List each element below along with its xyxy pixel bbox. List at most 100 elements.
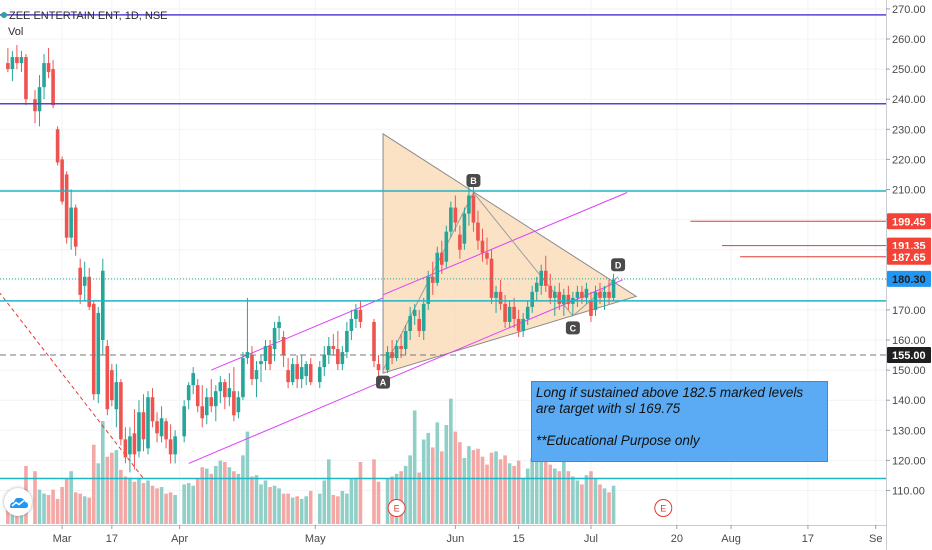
volume-bar — [430, 447, 435, 524]
volume-label: Vol — [8, 26, 23, 38]
candle — [611, 273, 616, 301]
event-label: E — [394, 504, 400, 514]
candle-body — [521, 318, 525, 331]
x-tick-label: 20 — [671, 533, 683, 545]
volume-bar — [449, 398, 453, 524]
candle-body — [204, 397, 209, 416]
price-label: 187.65 — [887, 248, 931, 265]
candle-body — [123, 439, 128, 458]
volume-bar — [241, 455, 245, 524]
event-circle — [387, 499, 406, 517]
volume-bar — [494, 451, 498, 524]
volume-bar — [123, 476, 128, 524]
volume-bar — [268, 487, 272, 524]
candle — [458, 225, 462, 259]
x-tick-label: Se — [869, 533, 882, 545]
candle-body — [421, 303, 426, 331]
volume-bar — [512, 465, 516, 524]
candle-body — [155, 421, 159, 434]
candle — [24, 54, 28, 106]
volume-bar — [299, 498, 304, 524]
price-label: 180.30 — [887, 270, 931, 287]
candle-body — [105, 346, 110, 410]
candle — [525, 300, 530, 325]
candle — [521, 312, 525, 337]
candle — [227, 373, 232, 407]
candle — [245, 297, 250, 365]
candle-body — [525, 306, 530, 319]
candle — [250, 346, 254, 386]
candle — [119, 379, 123, 446]
volume-bar — [557, 471, 562, 524]
candle-body — [372, 321, 376, 362]
candle-body — [462, 213, 467, 244]
candle-body — [42, 63, 46, 88]
candle — [480, 228, 485, 262]
volume-bar — [358, 461, 363, 524]
candle — [394, 340, 399, 362]
candle — [69, 189, 73, 250]
candles-layer — [6, 45, 616, 473]
volume-bar — [580, 484, 584, 524]
volume-bar — [146, 480, 150, 524]
candle — [417, 309, 421, 337]
candle-body — [209, 397, 214, 407]
volume-bar — [51, 489, 55, 524]
volume-bar — [159, 487, 164, 524]
volume-bar — [46, 494, 51, 524]
candle-body — [485, 252, 489, 259]
candle-body — [430, 276, 435, 283]
volume-bar — [73, 492, 78, 524]
volume-bar — [218, 460, 223, 524]
volume-bar — [607, 492, 611, 524]
volume-bar — [516, 460, 521, 524]
candle-body — [218, 382, 223, 392]
volume-bar — [476, 448, 480, 524]
candle-body — [480, 240, 485, 253]
candle-body — [399, 346, 403, 350]
channel-line — [382, 192, 628, 296]
event-marker: E — [387, 499, 406, 517]
candle — [78, 258, 82, 304]
price-label-text: 155.00 — [892, 350, 926, 362]
trade-note-box[interactable]: Long if sustained above 182.5 marked lev… — [531, 381, 828, 462]
wave-badge: C — [565, 321, 580, 335]
volume-bar — [195, 479, 200, 524]
wave-badge-bg — [611, 258, 626, 272]
wave-badge: A — [376, 375, 391, 389]
volume-bar — [168, 492, 173, 524]
candle — [91, 300, 96, 401]
candle — [204, 388, 209, 425]
candle — [146, 391, 150, 455]
volume-bar — [385, 479, 390, 524]
candle-body — [584, 288, 589, 298]
volume-bar — [372, 459, 376, 524]
candle — [444, 225, 449, 268]
channel-line — [188, 279, 623, 464]
volume-bar — [543, 455, 548, 524]
candle-body — [494, 291, 498, 298]
candle — [376, 355, 381, 377]
candle — [462, 207, 467, 250]
volume-bar — [55, 498, 60, 524]
volume-bar — [119, 469, 123, 524]
volume-bar — [105, 456, 110, 524]
candle — [232, 367, 236, 422]
candle — [209, 379, 214, 413]
candle-body — [259, 361, 263, 365]
y-tick-label: 270.00 — [892, 4, 926, 16]
x-tick-label: May — [305, 533, 326, 545]
candle — [534, 276, 539, 301]
volume-bar — [394, 473, 399, 524]
tradingview-logo[interactable] — [4, 488, 32, 516]
candle — [308, 358, 313, 386]
candle — [73, 204, 78, 256]
candle — [173, 430, 177, 464]
candle-body — [566, 294, 571, 304]
candle — [430, 261, 435, 295]
candle — [259, 355, 263, 383]
candle-body — [580, 291, 584, 298]
candle-body — [385, 352, 390, 371]
